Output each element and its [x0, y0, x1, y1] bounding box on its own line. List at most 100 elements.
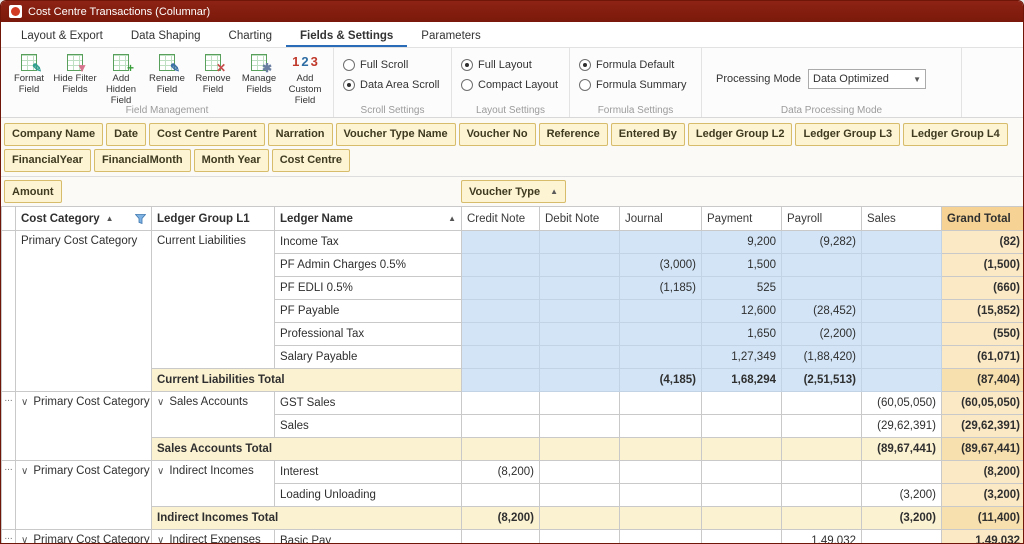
value-cell[interactable]	[861, 299, 942, 323]
grand-total-cell[interactable]: (3,200)	[941, 483, 1023, 507]
value-cell[interactable]	[539, 322, 620, 346]
field-chip-ledger-group-l4[interactable]: Ledger Group L4	[903, 123, 1008, 146]
value-cell[interactable]	[461, 345, 540, 369]
ledger-name-cell[interactable]: Basic Pay	[274, 529, 462, 543]
value-cell[interactable]	[619, 437, 702, 461]
value-cell[interactable]	[461, 437, 540, 461]
hide-filter-fields-button[interactable]: Hide Filter Fields	[53, 51, 97, 109]
value-cell[interactable]: (2,200)	[781, 322, 862, 346]
grand-total-cell[interactable]: (61,071)	[941, 345, 1023, 369]
tab-charting[interactable]: Charting	[228, 30, 272, 42]
radio-formula-default[interactable]: Formula Default	[579, 59, 692, 71]
collapse-chevron-icon[interactable]: ∨	[157, 535, 165, 543]
value-cell[interactable]	[861, 276, 942, 300]
value-cell[interactable]	[701, 506, 782, 530]
total-label-cell[interactable]: Indirect Incomes Total	[151, 506, 462, 530]
value-cell[interactable]: (2,51,513)	[781, 368, 862, 392]
field-chip-cost-centre[interactable]: Cost Centre	[271, 149, 351, 172]
value-cell[interactable]	[701, 529, 782, 543]
value-cell[interactable]	[461, 230, 540, 254]
processing-mode-dropdown[interactable]: Data Optimized ▼	[808, 69, 926, 89]
value-cell[interactable]	[461, 276, 540, 300]
ledger-name-cell[interactable]: GST Sales	[274, 391, 462, 415]
group-handle[interactable]: ...	[1, 391, 16, 461]
value-cell[interactable]	[461, 414, 540, 438]
value-cell[interactable]	[861, 460, 942, 484]
value-cell[interactable]	[701, 483, 782, 507]
column-header-credit-note[interactable]: Credit Note	[461, 206, 540, 231]
add-hidden-field-button[interactable]: Add Hidden Field	[99, 51, 143, 109]
group-handle[interactable]	[1, 230, 16, 392]
field-chip-company-name[interactable]: Company Name	[4, 123, 104, 146]
value-cell[interactable]: (9,282)	[781, 230, 862, 254]
value-cell[interactable]	[539, 345, 620, 369]
value-cell[interactable]	[701, 437, 782, 461]
field-chip-date[interactable]: Date	[106, 123, 146, 146]
tab-data-shaping[interactable]: Data Shaping	[130, 30, 201, 42]
grand-total-cell[interactable]: (550)	[941, 322, 1023, 346]
value-cell[interactable]	[861, 322, 942, 346]
field-chip-cost-centre-parent[interactable]: Cost Centre Parent	[148, 123, 265, 146]
grand-total-cell[interactable]: (89,67,441)	[941, 437, 1023, 461]
value-cell[interactable]	[539, 483, 620, 507]
value-cell[interactable]	[619, 345, 702, 369]
cost-category-cell[interactable]: ∨ Primary Cost Category	[15, 529, 152, 543]
value-cell[interactable]	[781, 414, 862, 438]
value-cell[interactable]	[619, 322, 702, 346]
value-cell[interactable]	[539, 299, 620, 323]
value-cell[interactable]	[539, 368, 620, 392]
ledger-name-cell[interactable]: Interest	[274, 460, 462, 484]
value-cell[interactable]: (3,200)	[861, 483, 942, 507]
grand-total-cell[interactable]: (87,404)	[941, 368, 1023, 392]
value-cell[interactable]	[539, 391, 620, 415]
column-header-payment[interactable]: Payment	[701, 206, 782, 231]
value-cell[interactable]	[539, 253, 620, 277]
radio-full-scroll[interactable]: Full Scroll	[343, 59, 442, 71]
value-cell[interactable]	[781, 437, 862, 461]
ledger-name-cell[interactable]: PF Payable	[274, 299, 462, 323]
value-cell[interactable]: 1,650	[701, 322, 782, 346]
value-cell[interactable]	[539, 460, 620, 484]
column-header-ledger-name[interactable]: Ledger Name ▲	[274, 206, 462, 231]
value-cell[interactable]	[461, 322, 540, 346]
grand-total-cell[interactable]: (29,62,391)	[941, 414, 1023, 438]
collapse-chevron-icon[interactable]: ∨	[157, 466, 165, 477]
grand-total-cell[interactable]: (60,05,050)	[941, 391, 1023, 415]
value-cell[interactable]: 1,68,294	[701, 368, 782, 392]
collapse-chevron-icon[interactable]: ∨	[157, 397, 165, 408]
manage-fields-button[interactable]: Manage Fields	[237, 51, 281, 109]
column-header-journal[interactable]: Journal	[619, 206, 702, 231]
radio-full-layout[interactable]: Full Layout	[461, 59, 560, 71]
field-chip-voucher-type[interactable]: Voucher Type ▲	[461, 180, 566, 203]
format-field-button[interactable]: Format Field	[7, 51, 51, 109]
value-cell[interactable]	[461, 529, 540, 543]
field-chip-voucher-type-name[interactable]: Voucher Type Name	[335, 123, 456, 146]
ledger-name-cell[interactable]: Salary Payable	[274, 345, 462, 369]
field-chip-month-year[interactable]: Month Year	[193, 149, 269, 172]
value-cell[interactable]	[861, 230, 942, 254]
radio-compact-layout[interactable]: Compact Layout	[461, 79, 560, 91]
value-cell[interactable]	[781, 460, 862, 484]
value-cell[interactable]: (3,200)	[861, 506, 942, 530]
grand-total-cell[interactable]: (15,852)	[941, 299, 1023, 323]
value-cell[interactable]	[539, 506, 620, 530]
ledger-name-cell[interactable]: PF EDLI 0.5%	[274, 276, 462, 300]
value-cell[interactable]	[619, 230, 702, 254]
value-cell[interactable]: (1,88,420)	[781, 345, 862, 369]
grand-total-cell[interactable]: (82)	[941, 230, 1023, 254]
collapse-chevron-icon[interactable]: ∨	[21, 397, 29, 408]
grand-total-cell[interactable]: (660)	[941, 276, 1023, 300]
column-header-sales[interactable]: Sales	[861, 206, 942, 231]
value-cell[interactable]: (8,200)	[461, 460, 540, 484]
value-cell[interactable]: (89,67,441)	[861, 437, 942, 461]
value-cell[interactable]: 12,600	[701, 299, 782, 323]
value-cell[interactable]	[619, 391, 702, 415]
value-cell[interactable]	[861, 529, 942, 543]
value-cell[interactable]	[539, 437, 620, 461]
column-header-cost-category[interactable]: Cost Category ▲	[15, 206, 152, 231]
value-cell[interactable]	[619, 414, 702, 438]
grand-total-cell[interactable]: 1,49,032	[941, 529, 1023, 543]
filter-icon[interactable]	[135, 213, 146, 224]
rename-field-button[interactable]: Rename Field	[145, 51, 189, 109]
radio-data-area-scroll[interactable]: Data Area Scroll	[343, 79, 442, 91]
